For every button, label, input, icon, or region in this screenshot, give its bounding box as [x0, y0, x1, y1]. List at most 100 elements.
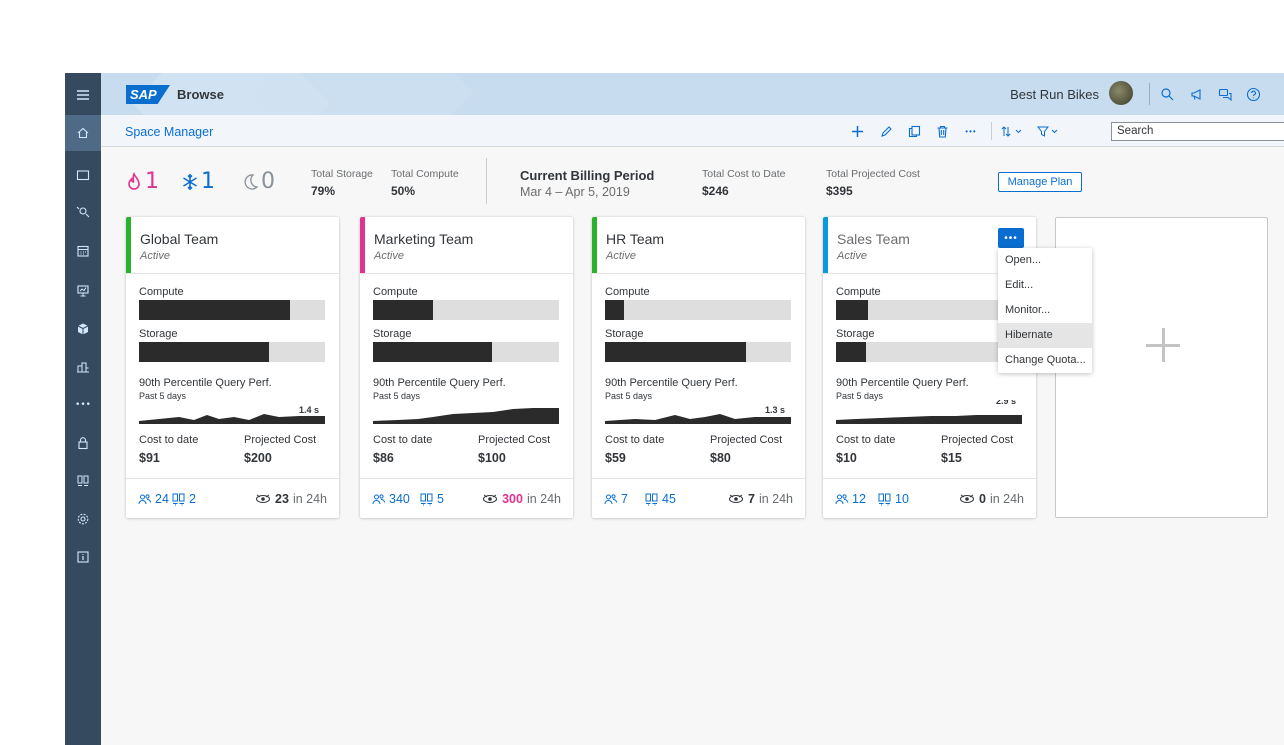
search-field[interactable] [1111, 122, 1284, 141]
lock-icon[interactable] [65, 425, 101, 461]
copy-icon[interactable] [905, 122, 923, 140]
filter-icon[interactable] [1035, 122, 1063, 140]
status-accent [823, 217, 828, 273]
menu-item-edit[interactable]: Edit... [1005, 279, 1034, 291]
menu-item-monitor[interactable]: Monitor... [1005, 304, 1051, 316]
users-link[interactable]: 7 [604, 492, 628, 506]
info-icon[interactable] [65, 539, 101, 575]
spaces-link[interactable]: 10 [878, 492, 909, 506]
hibernated-count: 0 [261, 169, 275, 194]
modeler-icon[interactable] [65, 349, 101, 385]
megaphone-icon[interactable] [1188, 85, 1206, 103]
spaces-link[interactable]: 5 [420, 492, 444, 506]
app-title[interactable]: Browse [177, 87, 224, 102]
card-more-button[interactable]: ••• [998, 228, 1024, 248]
monitor-icon [483, 494, 498, 503]
more-icon[interactable]: ••• [75, 400, 91, 410]
cost-value: $86 [373, 451, 394, 465]
monitor-icon [959, 494, 974, 503]
queries-info[interactable]: 0 in 24h [959, 492, 1024, 506]
breadcrumb[interactable]: Space Manager [125, 125, 214, 139]
spaces-link[interactable]: 45 [645, 492, 676, 506]
shell-bar: SAP Browse Best Run Bikes [101, 73, 1284, 115]
snowflake-icon [183, 173, 197, 190]
queries-info[interactable]: 300 in 24h [482, 492, 561, 506]
cost-value: $91 [139, 451, 160, 465]
perf-label: 90th Percentile Query Perf. [836, 377, 969, 389]
folder-icon[interactable] [65, 157, 101, 193]
hot-count: 1 [145, 169, 159, 194]
search-icon[interactable] [1158, 85, 1176, 103]
spaces-count: 10 [895, 492, 909, 506]
manage-plan-button[interactable]: Manage Plan [998, 172, 1082, 192]
compute-label: Compute [373, 286, 418, 298]
card-title[interactable]: Sales Team [837, 231, 910, 247]
add-icon[interactable] [848, 122, 866, 140]
help-icon[interactable] [1244, 85, 1262, 103]
menu-item-open[interactable]: Open... [1005, 254, 1042, 266]
spaces-count: 2 [189, 492, 196, 506]
cost-label: Cost to date [836, 434, 896, 446]
card-title[interactable]: HR Team [606, 231, 665, 247]
hot-spaces-count[interactable]: 1 [125, 169, 159, 194]
delete-icon[interactable] [933, 122, 951, 140]
spaces-icon [878, 493, 891, 505]
spaces-count: 45 [662, 492, 676, 506]
spaces-icon[interactable] [65, 463, 101, 499]
card-title[interactable]: Marketing Team [374, 231, 474, 247]
users-icon [138, 493, 151, 504]
spaces-link[interactable]: 2 [172, 492, 196, 506]
perf-label: 90th Percentile Query Perf. [373, 377, 506, 389]
kpi-value: $395 [826, 184, 853, 198]
spaces-icon [172, 493, 185, 505]
storage-label: Storage [836, 328, 875, 340]
storage-bar-fill [605, 342, 747, 362]
moon-icon [244, 173, 259, 190]
space-card[interactable]: Global Team Active Compute Storage 90th … [126, 217, 339, 518]
presentation-icon[interactable] [65, 273, 101, 309]
more-icon[interactable]: ••• [965, 126, 977, 136]
divider [486, 158, 487, 204]
queries-count: 300 [502, 492, 523, 506]
storage-bar-fill [139, 342, 270, 362]
settings-icon[interactable] [65, 501, 101, 537]
users-link[interactable]: 12 [835, 492, 866, 506]
projected-value: $80 [710, 451, 731, 465]
explore-icon[interactable] [65, 193, 101, 229]
card-title[interactable]: Global Team [140, 231, 219, 247]
hibernated-spaces-count[interactable]: 0 [241, 169, 275, 194]
menu-item-hibernate[interactable]: Hibernate [998, 323, 1092, 348]
divider [823, 273, 1036, 274]
queries-info[interactable]: 7 in 24h [728, 492, 793, 506]
avatar[interactable] [1109, 81, 1133, 105]
search-input[interactable] [1117, 125, 1277, 137]
compute-label: Compute [836, 286, 881, 298]
cube-icon[interactable] [65, 311, 101, 347]
edit-icon[interactable] [877, 122, 895, 140]
divider [360, 273, 573, 274]
cost-label: Cost to date [373, 434, 433, 446]
divider [1149, 83, 1150, 105]
storage-bar [605, 342, 791, 362]
space-card[interactable]: HR Team Active Compute Storage 90th Perc… [592, 217, 805, 518]
home-icon[interactable] [65, 115, 101, 151]
queries-info[interactable]: 23 in 24h [255, 492, 327, 506]
sap-logo[interactable]: SAP [126, 85, 170, 104]
card-footer: 7 45 7 in 24h [592, 478, 805, 518]
menu-icon[interactable] [65, 77, 101, 113]
users-link[interactable]: 340 [372, 492, 410, 506]
cost-label: Cost to date [139, 434, 199, 446]
monitor-icon [256, 494, 271, 503]
status-accent [592, 217, 597, 273]
space-card[interactable]: Marketing Team Active Compute Storage 90… [360, 217, 573, 518]
queries-count: 23 [275, 492, 289, 506]
users-link[interactable]: 24 [138, 492, 169, 506]
cold-spaces-count[interactable]: 1 [181, 169, 215, 194]
storage-label: Storage [605, 328, 644, 340]
billing-title: Current Billing Period [520, 168, 655, 183]
feedback-icon[interactable] [1216, 85, 1234, 103]
menu-item-change-quota[interactable]: Change Quota... [1005, 354, 1086, 366]
monitor-icon [728, 494, 743, 503]
calendar-icon[interactable] [65, 233, 101, 269]
sort-icon[interactable] [999, 122, 1027, 140]
